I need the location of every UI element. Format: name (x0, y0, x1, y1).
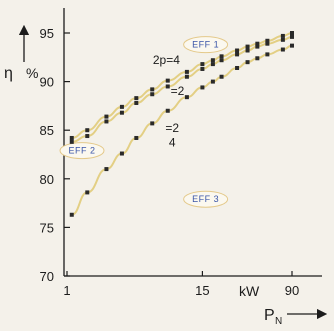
data-point-series-2 (184, 95, 189, 100)
x-axis-subscript: N (275, 316, 282, 327)
data-point-series-2 (85, 190, 90, 195)
data-point-series-2 (245, 60, 250, 65)
data-point-series-1 (219, 58, 224, 63)
y-tick-label: 95 (40, 26, 54, 41)
data-point-series-0 (255, 41, 260, 46)
curve-annotation: =2 (165, 121, 179, 135)
data-point-series-2 (210, 79, 215, 84)
curve-annotation: 4 (169, 136, 176, 150)
series-curve-2 (71, 44, 293, 216)
x-axis-symbol: P (264, 307, 275, 324)
data-point-series-1 (280, 37, 285, 42)
y-axis-symbol: η (4, 65, 13, 82)
data-point-series-1 (265, 41, 270, 46)
data-point-series-1 (119, 110, 124, 115)
data-point-series-1 (245, 48, 250, 53)
data-point-series-1 (69, 139, 74, 144)
x-tick-label: 90 (285, 283, 299, 298)
data-point-series-0 (290, 31, 294, 35)
data-point-series-1 (165, 84, 170, 89)
zone-ellipse (59, 142, 105, 160)
data-point-series-2 (104, 167, 109, 172)
data-point-series-2 (219, 74, 224, 79)
zone-eff-3: EFF 3 (183, 190, 229, 208)
y-tick-label: 85 (40, 123, 54, 138)
x-tick-label: 1 (63, 283, 70, 298)
y-tick-label: 75 (40, 220, 54, 235)
data-point-series-2 (265, 52, 270, 57)
data-point-series-1 (184, 74, 189, 79)
data-point-series-0 (150, 87, 155, 92)
data-point-series-2 (280, 47, 285, 52)
data-point-series-1 (150, 92, 155, 97)
zone-label: EFF 2 (68, 146, 95, 156)
data-point-series-0 (134, 96, 139, 101)
data-point-series-2 (200, 85, 205, 90)
data-point-series-0 (210, 58, 215, 63)
data-point-series-2 (119, 151, 124, 156)
zone-eff-1: EFF 1 (183, 36, 229, 54)
data-point-series-2 (150, 121, 155, 126)
y-tick-label: 80 (40, 172, 54, 187)
data-point-series-1 (134, 100, 139, 105)
x-axis-unit: kW (239, 283, 260, 299)
data-point-series-0 (119, 104, 124, 109)
data-point-series-2 (69, 212, 74, 217)
data-point-series-0 (265, 38, 270, 43)
data-point-series-2 (290, 43, 294, 48)
data-point-series-0 (184, 69, 189, 74)
data-point-series-1 (290, 34, 294, 39)
zone-ellipse (183, 190, 229, 208)
y-axis-unit: % (26, 65, 38, 81)
zone-label: EFF 1 (192, 40, 219, 50)
data-point-series-2 (255, 56, 260, 61)
data-point-series-1 (200, 66, 205, 71)
data-point-series-2 (134, 135, 139, 140)
data-point-series-0 (280, 33, 285, 38)
data-point-series-0 (200, 62, 205, 67)
data-point-series-0 (245, 44, 250, 49)
data-point-series-0 (165, 78, 170, 83)
zone-ellipse (183, 36, 229, 54)
data-point-series-1 (210, 62, 215, 67)
data-point-series-0 (69, 135, 74, 140)
data-point-series-1 (235, 52, 240, 57)
curve-annotation: 2p=4 (153, 53, 180, 67)
curve-annotation: =2 (171, 84, 185, 98)
y-tick-label: 70 (40, 269, 54, 284)
data-point-series-2 (165, 108, 170, 113)
y-tick-label: 90 (40, 75, 54, 90)
data-point-series-0 (85, 128, 90, 133)
data-point-series-0 (235, 48, 240, 53)
data-point-series-2 (235, 65, 240, 70)
zone-label: EFF 3 (192, 194, 219, 204)
x-tick-label: 15 (195, 283, 209, 298)
zone-eff-2: EFF 2 (59, 142, 105, 160)
data-point-series-1 (85, 134, 90, 139)
data-point-series-0 (219, 54, 224, 59)
data-point-series-0 (104, 114, 109, 119)
data-point-series-1 (255, 44, 260, 49)
data-point-series-1 (104, 119, 109, 124)
